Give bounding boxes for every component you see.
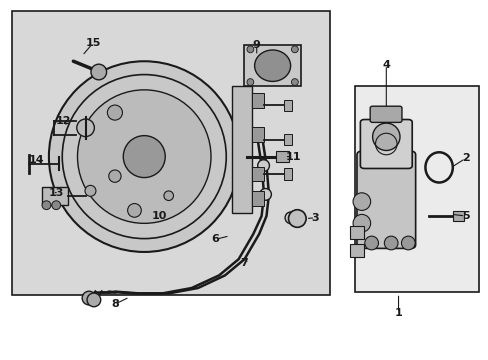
Bar <box>452 211 463 221</box>
Text: 11: 11 <box>285 152 301 162</box>
Ellipse shape <box>82 291 96 305</box>
Text: 2: 2 <box>461 153 468 163</box>
Ellipse shape <box>254 50 290 81</box>
Bar <box>231 86 251 213</box>
Ellipse shape <box>52 201 61 210</box>
FancyBboxPatch shape <box>356 151 415 248</box>
Bar <box>349 244 364 257</box>
Ellipse shape <box>246 78 253 86</box>
Ellipse shape <box>372 123 399 150</box>
Ellipse shape <box>364 236 378 250</box>
Text: 7: 7 <box>240 258 248 268</box>
Text: 3: 3 <box>311 213 319 223</box>
Bar <box>349 226 364 239</box>
Ellipse shape <box>384 236 397 250</box>
Text: 14: 14 <box>29 155 44 165</box>
Bar <box>284 134 291 145</box>
Ellipse shape <box>108 170 121 182</box>
Text: 10: 10 <box>151 211 166 221</box>
Bar <box>41 187 68 205</box>
Ellipse shape <box>257 160 269 171</box>
Ellipse shape <box>49 61 239 252</box>
Ellipse shape <box>163 191 173 201</box>
Ellipse shape <box>87 293 101 307</box>
Bar <box>284 168 291 180</box>
Ellipse shape <box>127 203 141 217</box>
Ellipse shape <box>291 78 298 86</box>
Bar <box>251 127 263 142</box>
Ellipse shape <box>77 119 94 136</box>
Bar <box>251 93 263 108</box>
Text: 4: 4 <box>382 60 389 70</box>
Text: 9: 9 <box>252 40 260 50</box>
Text: 15: 15 <box>85 38 101 48</box>
Ellipse shape <box>288 210 305 227</box>
FancyBboxPatch shape <box>369 106 401 122</box>
Text: 6: 6 <box>211 234 219 244</box>
Ellipse shape <box>42 201 51 210</box>
Ellipse shape <box>285 212 296 224</box>
Text: 8: 8 <box>111 299 119 309</box>
Ellipse shape <box>246 46 253 53</box>
Bar <box>244 45 300 86</box>
Ellipse shape <box>85 185 96 196</box>
Ellipse shape <box>91 64 106 80</box>
Ellipse shape <box>77 90 210 223</box>
FancyBboxPatch shape <box>360 120 411 168</box>
Bar <box>276 151 288 162</box>
Bar <box>354 86 478 292</box>
Ellipse shape <box>352 193 370 210</box>
Bar <box>251 191 263 206</box>
Bar <box>12 11 329 295</box>
Ellipse shape <box>401 236 414 250</box>
Ellipse shape <box>291 46 298 53</box>
Text: 5: 5 <box>461 211 468 221</box>
Text: 13: 13 <box>48 188 64 198</box>
Ellipse shape <box>259 189 271 200</box>
Text: 12: 12 <box>56 116 71 126</box>
Bar <box>284 99 291 111</box>
Bar <box>251 167 263 181</box>
Ellipse shape <box>107 105 122 120</box>
Text: 1: 1 <box>394 308 402 318</box>
Ellipse shape <box>352 215 370 232</box>
Ellipse shape <box>123 136 165 177</box>
